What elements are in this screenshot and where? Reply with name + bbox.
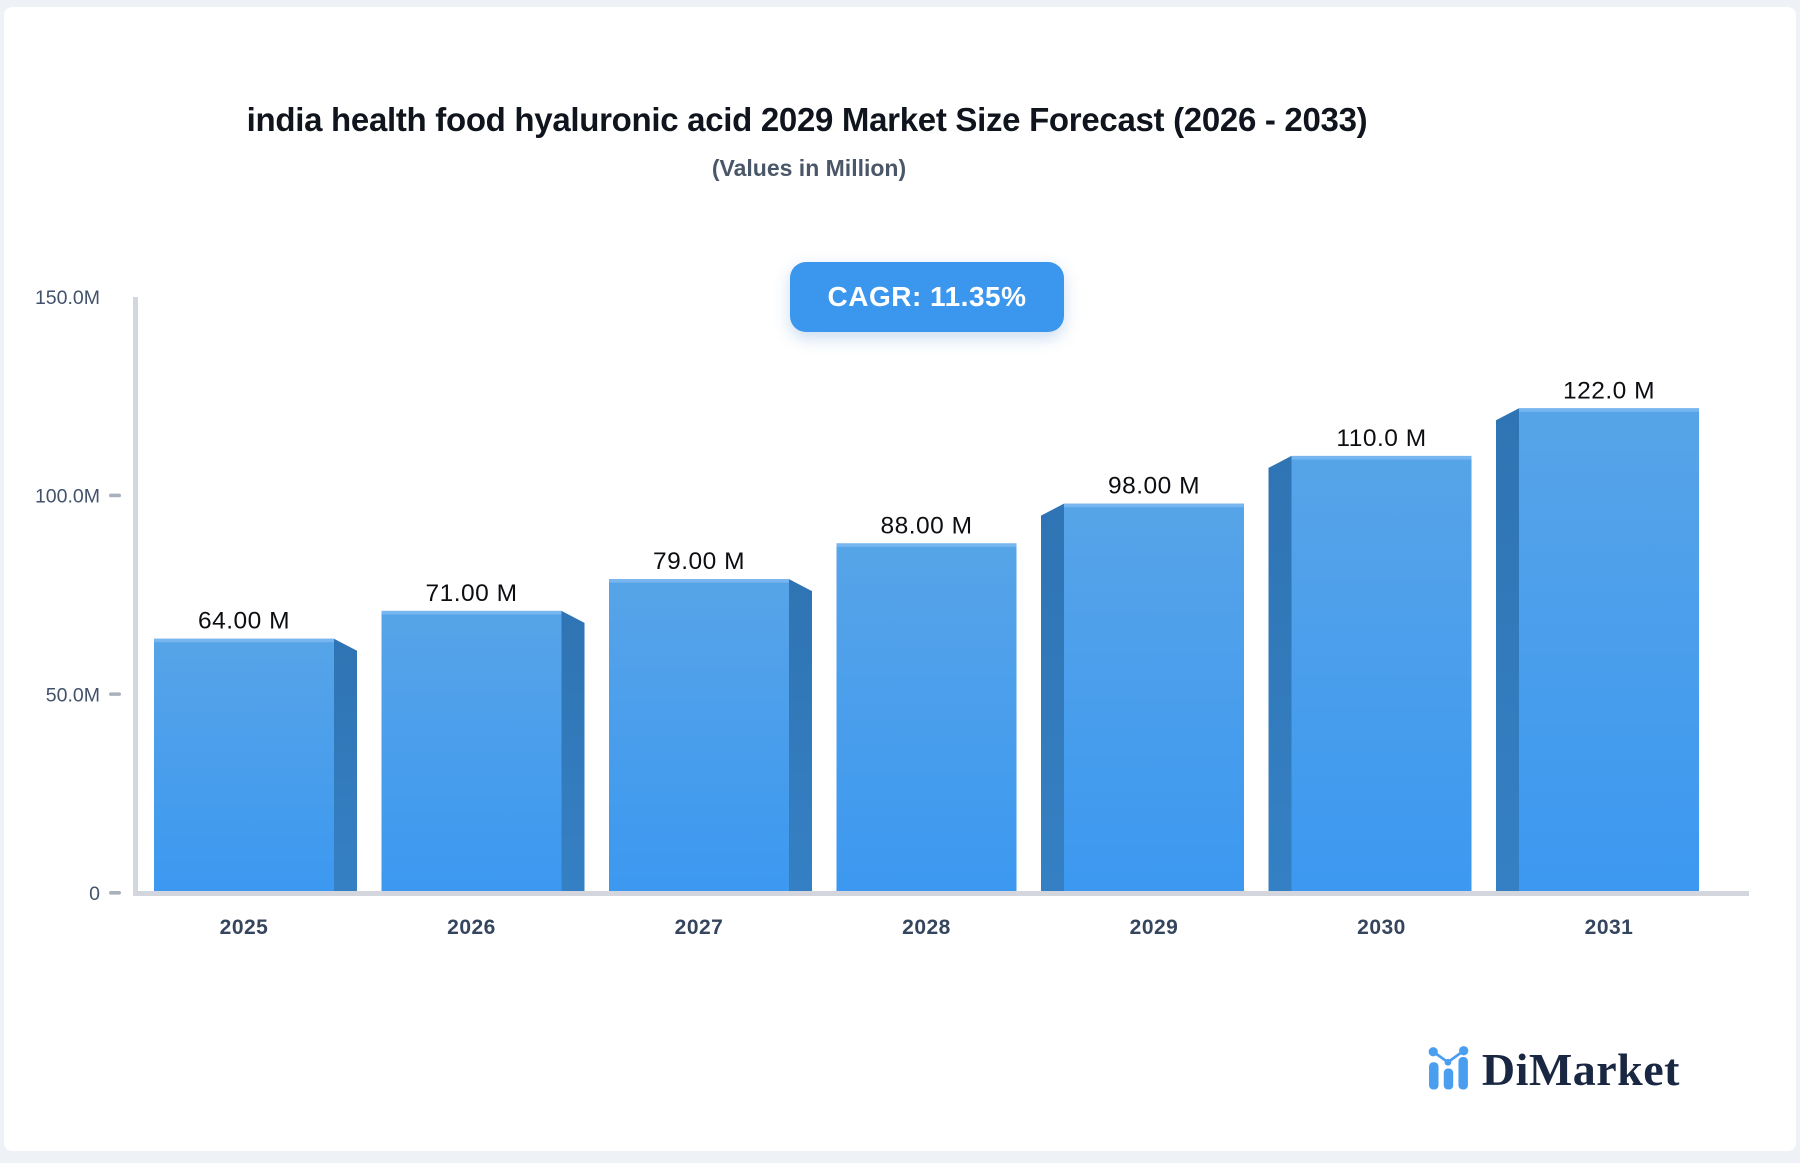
- dimarket-logo-text: DiMarket: [1482, 1047, 1680, 1093]
- bar-2030: 110.0 M 2030: [1269, 425, 1472, 939]
- bar-value-label: 88.00 M: [880, 512, 972, 539]
- bar-top-highlight: [1292, 456, 1472, 460]
- bar-front-face: [1292, 456, 1472, 893]
- bar-side-face: [562, 611, 585, 893]
- x-tick-label: 2030: [1357, 916, 1406, 939]
- y-tick-dash: [109, 692, 121, 696]
- y-tick-label: 100.0M: [35, 486, 100, 508]
- bar-side-face: [1496, 408, 1519, 893]
- x-tick-label: 2028: [902, 916, 951, 939]
- chart-card: india health food hyaluronic acid 2029 M…: [4, 7, 1796, 1151]
- bar-top-highlight: [1519, 408, 1699, 412]
- bar-value-label: 98.00 M: [1108, 473, 1200, 500]
- bar-front-face: [1064, 504, 1244, 893]
- bar-top-highlight: [382, 611, 562, 615]
- y-tick-dash: [109, 891, 121, 895]
- y-tick-label: 0: [89, 883, 100, 905]
- bar-top-highlight: [837, 543, 1017, 547]
- x-tick-label: 2026: [447, 916, 496, 939]
- bar-top-highlight: [609, 579, 789, 583]
- dimarket-logo: DiMarket: [1428, 1045, 1680, 1093]
- bar-value-label: 79.00 M: [653, 548, 745, 575]
- bar-chart: 64.00 M 2025 71.00 M 2026 79.00 M 2027 88.00 M…: [4, 7, 1800, 1163]
- y-tick-label: 50.0M: [46, 684, 100, 706]
- bar-value-label: 122.0 M: [1563, 377, 1655, 404]
- bar-front-face: [154, 639, 334, 893]
- bar-front-face: [382, 611, 562, 893]
- bar-value-label: 110.0 M: [1336, 425, 1426, 452]
- bar-side-face: [789, 579, 812, 893]
- y-tick-dash: [109, 494, 121, 498]
- y-axis-line: [133, 297, 138, 896]
- bar-top-highlight: [1064, 504, 1244, 508]
- bar-front-face: [609, 579, 789, 893]
- x-axis-line: [133, 891, 1749, 896]
- y-tick-label: 150.0M: [35, 287, 100, 309]
- bar-front-face: [837, 543, 1017, 893]
- bar-side-face: [1041, 504, 1064, 893]
- bar-2031: 122.0 M 2031: [1496, 377, 1699, 939]
- bar-2026: 71.00 M 2026: [382, 580, 585, 939]
- bar-2029: 98.00 M 2029: [1041, 473, 1244, 939]
- bar-side-face: [1269, 456, 1292, 893]
- x-tick-label: 2025: [220, 916, 269, 939]
- bar-front-face: [1519, 408, 1699, 893]
- bar-value-label: 64.00 M: [198, 608, 290, 635]
- bar-value-label: 71.00 M: [425, 580, 517, 607]
- bar-2028: 88.00 M 2028: [837, 512, 1017, 939]
- x-tick-label: 2027: [675, 916, 724, 939]
- bar-2027: 79.00 M 2027: [609, 548, 812, 939]
- x-tick-label: 2031: [1585, 916, 1634, 939]
- x-tick-label: 2029: [1130, 916, 1179, 939]
- bar-side-face: [334, 639, 357, 893]
- bar-2025: 64.00 M 2025: [154, 608, 357, 939]
- bar-top-highlight: [154, 639, 334, 643]
- mini-bar-chart-icon: [1428, 1045, 1470, 1090]
